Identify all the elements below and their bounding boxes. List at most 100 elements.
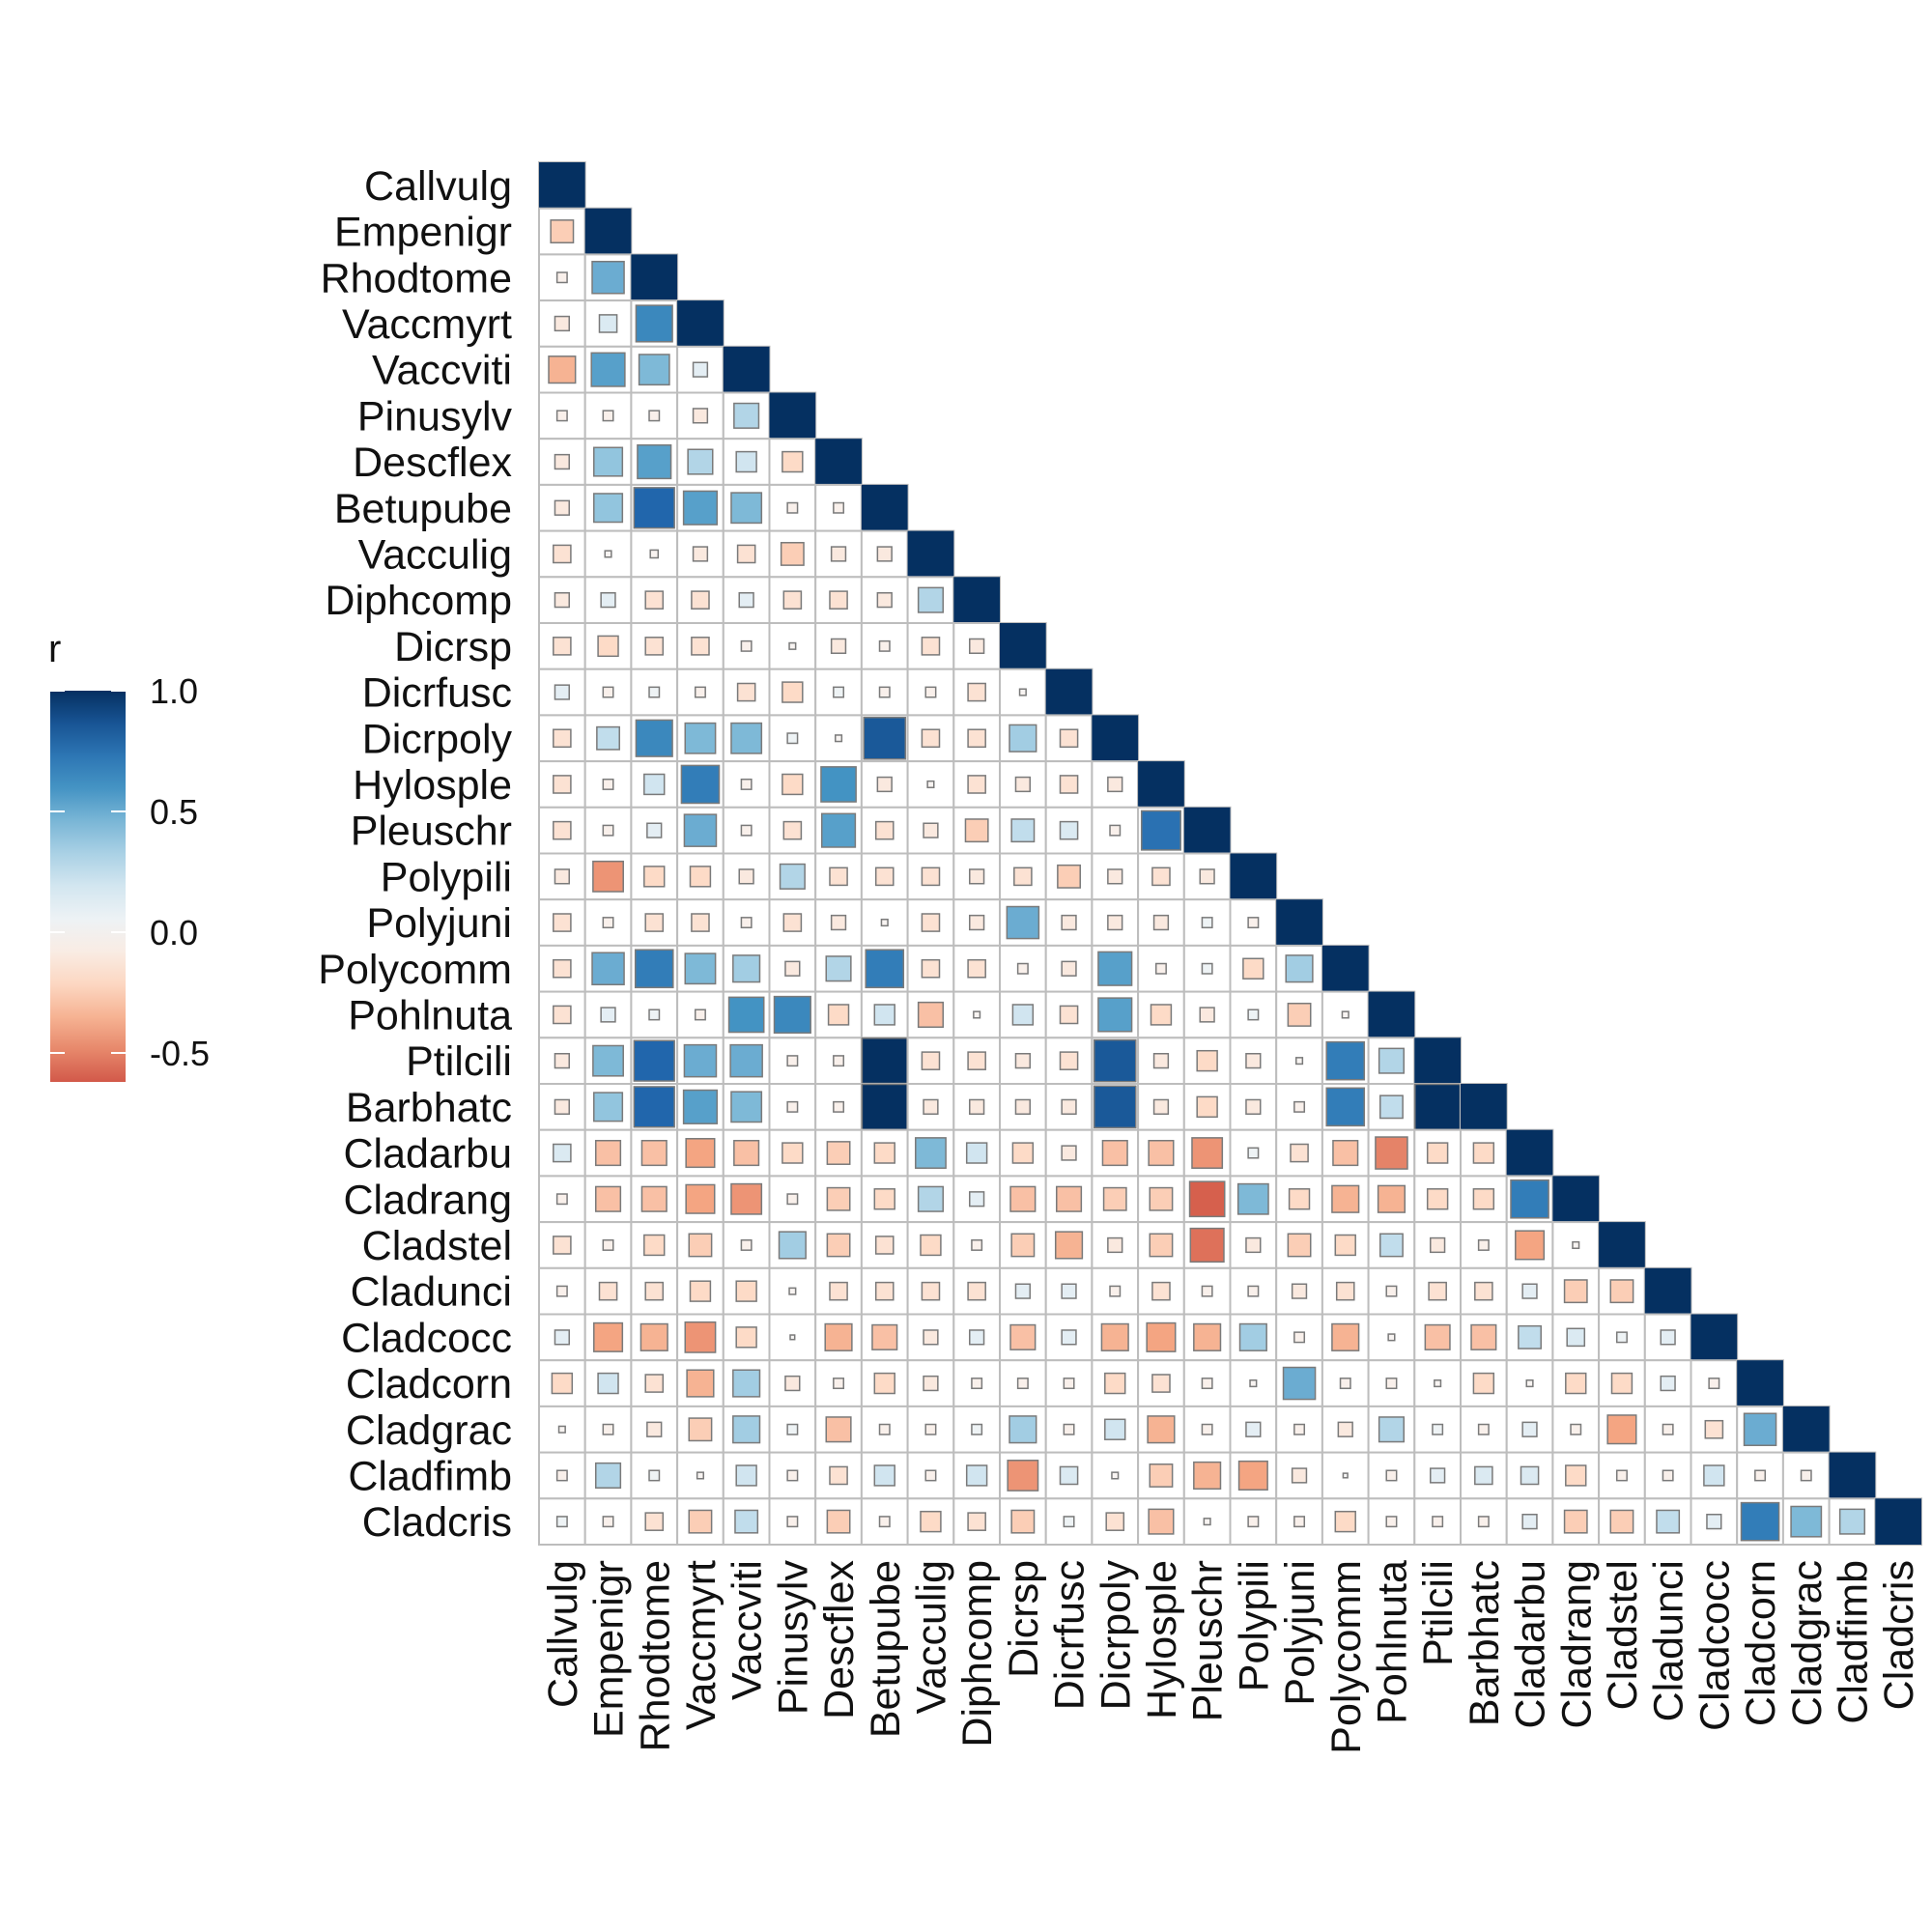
cell-Pohlnuta-Pohlnuta bbox=[1368, 991, 1415, 1038]
cell-Cladstel-Dicrpoly bbox=[1107, 1236, 1123, 1254]
cell-Cladstel-Cladarbu bbox=[1515, 1230, 1546, 1261]
cell-Cladcocc-Vacculig bbox=[923, 1329, 939, 1346]
cell-Betupube-Empenigr bbox=[593, 493, 624, 524]
cell-Cladrang-Polycomm bbox=[1331, 1184, 1360, 1213]
cell-Pleuschr-Hylosple bbox=[1140, 810, 1181, 851]
row-label-Cladgrac: Cladgrac bbox=[346, 1407, 512, 1454]
cell-Cladcorn-Empenigr bbox=[597, 1372, 619, 1395]
cell-Cladstel-Polycomm bbox=[1334, 1234, 1356, 1257]
cell-Dicrsp-Empenigr bbox=[597, 635, 619, 658]
cell-Cladarbu-Dicrpoly bbox=[1101, 1139, 1128, 1167]
cell-Polycomm-Hylosple bbox=[1154, 962, 1167, 975]
cell-Barbhatc-Pohlnuta bbox=[1379, 1094, 1404, 1120]
cell-Polypili-Pleuschr bbox=[1199, 868, 1215, 885]
cell-Cladcris-Barbhatc bbox=[1477, 1516, 1490, 1528]
cell-Cladgrac-Vacculig bbox=[924, 1423, 937, 1435]
cell-Dicrsp-Dicrsp bbox=[1000, 623, 1046, 669]
cell-Cladrang-Pinusylv bbox=[786, 1193, 799, 1206]
cell-Pohlnuta-Dicrfusc bbox=[1059, 1005, 1079, 1025]
cell-Polypili-Rhodtome bbox=[643, 866, 666, 888]
cell-Dicrfusc-Callvulg bbox=[554, 684, 570, 700]
cell-Vacculig-Betupube bbox=[876, 546, 893, 562]
cell-Polypili-Polypili bbox=[1230, 853, 1277, 900]
cell-Cladstel-Vaccmyrt bbox=[688, 1233, 713, 1258]
cell-Cladarbu-Vaccviti bbox=[733, 1139, 760, 1167]
row-label-Diphcomp: Diphcomp bbox=[325, 578, 512, 624]
cell-Polycomm-Pleuschr bbox=[1201, 962, 1213, 975]
cell-Hylosple-Dicrfusc bbox=[1059, 775, 1079, 794]
cell-Empenigr-Empenigr bbox=[584, 208, 632, 255]
cell-Ptilcili-Descflex bbox=[833, 1055, 845, 1067]
cell-Cladgrac-Rhodtome bbox=[646, 1421, 663, 1437]
cell-Cladcorn-Cladcorn bbox=[1737, 1360, 1783, 1406]
cell-Cladstel-Betupube bbox=[874, 1236, 895, 1255]
cell-Cladgrac-Cladarbu bbox=[1521, 1421, 1538, 1437]
cell-Cladfimb-Vacculig bbox=[924, 1469, 937, 1482]
cell-Descflex-Rhodtome bbox=[637, 443, 672, 480]
cell-Vacculig-Descflex bbox=[830, 546, 847, 562]
cell-Cladcorn-Vaccviti bbox=[732, 1369, 761, 1398]
cell-Diphcomp-Empenigr bbox=[600, 592, 616, 609]
cell-Cladrang-Dicrpoly bbox=[1102, 1186, 1127, 1211]
cell-Rhodtome-Empenigr bbox=[591, 260, 625, 295]
cell-Cladgrac-Betupube bbox=[878, 1423, 891, 1435]
cell-Cladrang-Callvulg bbox=[555, 1193, 568, 1206]
cell-Polycomm-Dicrpoly bbox=[1097, 951, 1133, 986]
cell-Cladcris-Callvulg bbox=[555, 1516, 568, 1528]
cell-bg-Vaccmyrt-Empenigr bbox=[583, 299, 633, 348]
cell-Cladcocc-Vaccmyrt bbox=[684, 1321, 717, 1353]
cell-Pohlnuta-Polycomm bbox=[1341, 1010, 1350, 1019]
cell-Cladcocc-Pinusylv bbox=[789, 1334, 796, 1341]
cell-Cladrang-Betupube bbox=[873, 1188, 895, 1210]
cell-Cladcris-Cladcris bbox=[1875, 1498, 1921, 1545]
cell-bg-Cladfimb-Barbhatc bbox=[1460, 1451, 1508, 1500]
cell-Cladfimb-Diphcomp bbox=[965, 1464, 988, 1487]
cell-Pohlnuta-Pleuschr bbox=[1199, 1007, 1215, 1023]
cell-Betupube-Vaccmyrt bbox=[682, 490, 719, 526]
cell-Pohlnuta-Polypili bbox=[1247, 1009, 1260, 1021]
cell-Cladarbu-Barbhatc bbox=[1472, 1142, 1495, 1164]
cell-Polyjuni-Descflex bbox=[830, 914, 847, 931]
cell-Cladfimb-Dicrsp bbox=[1007, 1460, 1039, 1492]
cell-Polypili-Descflex bbox=[829, 867, 848, 887]
cell-Cladcris-Polycomm bbox=[1334, 1510, 1356, 1533]
cell-Dicrfusc-Pinusylv bbox=[781, 681, 804, 703]
cell-Polyjuni-Vaccviti bbox=[740, 917, 753, 929]
column-label-Pohlnuta: Pohlnuta bbox=[1369, 1560, 1415, 1724]
cell-Cladstel-Hylosple bbox=[1149, 1233, 1174, 1258]
cell-Hylosple-Empenigr bbox=[602, 778, 614, 790]
cell-Cladcris-Cladcocc bbox=[1706, 1514, 1722, 1530]
cell-Polypili-Diphcomp bbox=[969, 868, 985, 885]
cell-Pohlnuta-Rhodtome bbox=[648, 1009, 661, 1021]
cell-Cladcocc-Dicrfusc bbox=[1061, 1329, 1077, 1346]
cell-Cladunci-Polycomm bbox=[1335, 1281, 1355, 1301]
cell-Cladstel-Polyjuni bbox=[1287, 1233, 1312, 1258]
cell-Vacculig-Callvulg bbox=[553, 544, 572, 564]
cell-Polycomm-Polyjuni bbox=[1285, 954, 1314, 983]
cell-Cladunci-Dicrfusc bbox=[1061, 1283, 1077, 1299]
cell-Polycomm-Callvulg bbox=[553, 958, 572, 979]
cell-Vacculig-Rhodtome bbox=[649, 549, 660, 559]
cell-Cladcocc-Rhodtome bbox=[639, 1322, 668, 1351]
row-label-Cladcris: Cladcris bbox=[362, 1499, 512, 1546]
cell-Dicrsp-Diphcomp bbox=[969, 638, 985, 654]
cell-Pinusylv-Pinusylv bbox=[769, 392, 816, 440]
cell-Cladcorn-Ptilcili bbox=[1434, 1378, 1442, 1388]
column-label-Cladgrac: Cladgrac bbox=[1784, 1560, 1831, 1726]
cell-Ptilcili-Polycomm bbox=[1325, 1040, 1366, 1081]
cell-Cladstel-Vaccviti bbox=[740, 1238, 753, 1251]
cell-Polycomm-Vaccmyrt bbox=[684, 952, 717, 985]
cell-Cladarbu-Vaccmyrt bbox=[685, 1138, 716, 1169]
cell-Polyjuni-Dicrfusc bbox=[1061, 914, 1077, 931]
cell-Pohlnuta-Dicrpoly bbox=[1097, 997, 1133, 1033]
cell-Dicrsp-Callvulg bbox=[553, 637, 572, 656]
cell-Polycomm-Polycomm bbox=[1321, 945, 1369, 992]
cell-Pohlnuta-Diphcomp bbox=[973, 1010, 981, 1019]
cell-Cladcocc-Cladunci bbox=[1660, 1329, 1676, 1346]
row-label-Polyjuni: Polyjuni bbox=[366, 900, 512, 947]
cell-Polycomm-Vacculig bbox=[921, 958, 941, 979]
cell-Cladrang-Diphcomp bbox=[969, 1191, 985, 1208]
cell-Ptilcili-Dicrpoly bbox=[1093, 1038, 1137, 1083]
cell-Cladarbu-Empenigr bbox=[594, 1139, 622, 1167]
